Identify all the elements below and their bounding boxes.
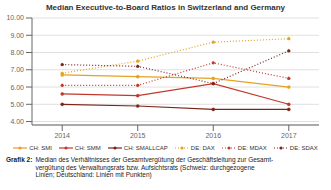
svg-text:5.00: 5.00 — [10, 101, 24, 108]
svg-text:6.00: 6.00 — [10, 84, 24, 91]
html-text:CH: SMALLCAP: CH: SMALLCAP — [123, 144, 168, 151]
html-text:CH: SMI: CH: SMI — [29, 144, 52, 151]
html-text:DE: MDAX: DE: MDAX — [237, 144, 267, 151]
html-text:Median Executive-to-Board Rati: Median Executive-to-Board Ratios in Swit… — [45, 3, 286, 12]
svg-text:9.00: 9.00 — [10, 32, 24, 39]
svg-text:2017: 2017 — [281, 132, 297, 139]
svg-text:2015: 2015 — [130, 132, 146, 139]
html-text:DE: SDAX: DE: SDAX — [289, 144, 318, 151]
html-text:CH: SMM: CH: SMM — [74, 144, 101, 151]
svg-text:10.00: 10.00 — [8, 14, 24, 21]
svg-text:2014: 2014 — [54, 132, 70, 139]
html-text:DE: DAX: DE: DAX — [190, 144, 215, 151]
svg-text:4.00: 4.00 — [10, 118, 24, 125]
svg-text:8.00: 8.00 — [10, 49, 24, 56]
svg-text:7.00: 7.00 — [10, 66, 24, 73]
html-text:Grafik 2: Median des Verhältni: Grafik 2: Median des Verhältnisses der G… — [6, 156, 274, 179]
svg-text:2016: 2016 — [205, 132, 221, 139]
